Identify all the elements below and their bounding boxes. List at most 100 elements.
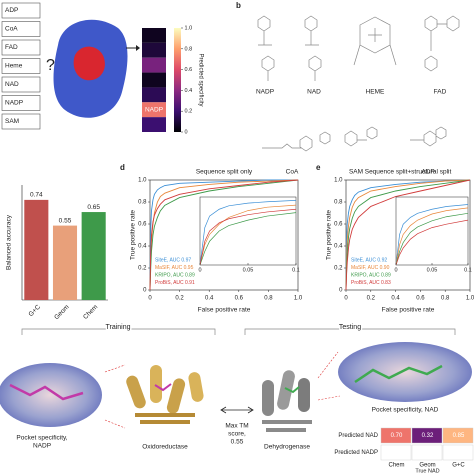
molecule-label: SAM [349, 169, 363, 176]
ligand-box [1, 39, 41, 56]
y-tick-label: 0.8 [334, 200, 343, 206]
legend-entry: MaSIF, AUC 0.90 [351, 265, 390, 271]
y-tick-label: 0.4 [138, 244, 147, 250]
row-label: Predicted NADP [334, 450, 378, 456]
heatmap-cell [142, 72, 166, 88]
x-tick-label: 0.2 [367, 296, 376, 302]
x-tick-label: 1.0 [466, 296, 474, 302]
plot-frame [149, 179, 299, 291]
x-tick-label: 0.4 [391, 296, 400, 302]
plot-frame [345, 179, 471, 291]
x-tick-label: 0.8 [264, 296, 273, 302]
roc-line [345, 179, 471, 291]
panel-label: d [120, 163, 125, 172]
roc-line [149, 179, 299, 291]
ligand-label: NAD [5, 81, 19, 88]
value-label: 0.55 [59, 217, 72, 224]
roc-line [345, 179, 471, 291]
table-cell [411, 444, 443, 461]
molecule-label: HEME [366, 89, 385, 96]
molecule-label: ADP [421, 169, 434, 176]
molecule-drawings [257, 15, 460, 152]
x-tick-label: Chem [82, 304, 99, 321]
y-axis-label: Balanced accuracy [6, 214, 13, 270]
heatmap-cell [142, 28, 166, 43]
inset-frame [395, 196, 469, 266]
heatmap-cell [142, 102, 166, 118]
legend-entry: SiteE, AUC 0.97 [155, 257, 191, 263]
y-tick-label: 1.0 [334, 178, 343, 184]
molecule-label: CoA [286, 169, 299, 176]
protein-name: Oxidoreductase [142, 444, 188, 451]
bar [81, 212, 106, 300]
heatmap-cell [142, 42, 166, 58]
table-cell [442, 427, 474, 444]
panel-a: ? Predicted specificity [46, 19, 203, 132]
y-tick-label: 1.0 [138, 178, 147, 184]
y-axis-label: True positive rate [130, 210, 137, 260]
colorbar-tick-label: 0.4 [185, 88, 193, 94]
inset-roc-line [200, 208, 296, 265]
x-tick-label: 0.6 [416, 296, 425, 302]
panel-label: b [236, 1, 241, 10]
zoom-lines [104, 364, 126, 429]
ligand [9, 383, 84, 401]
heatmap-cell [142, 117, 166, 132]
link-arrow-heads [220, 406, 254, 414]
caption: Pocket specificity, NAD [372, 407, 439, 414]
x-tick-label: 0.6 [235, 296, 244, 302]
x-tick-label: Geom [53, 304, 70, 321]
inset-x-tick-label: 0.1 [292, 267, 300, 273]
protein-cartoon [126, 365, 204, 424]
column-label: Chem [388, 463, 404, 469]
molecule-label: FAD [434, 89, 447, 96]
x-tick-label: G+C [27, 303, 42, 318]
roc-line [345, 179, 471, 291]
y-tick-label: 0 [143, 288, 147, 294]
link-label: 0.55 [231, 439, 244, 446]
inset-x-tick-label: 0 [198, 267, 201, 273]
value-label: 0.74 [30, 192, 43, 199]
molecule-label: NADP [256, 89, 274, 96]
inset-x-tick-label: 0.05 [427, 267, 438, 273]
y-tick-label: 0.8 [138, 200, 147, 206]
panel-label: e [316, 163, 321, 172]
x-tick-label: 0.8 [441, 296, 450, 302]
protein-cartoon [262, 370, 312, 432]
pocket-surface [338, 342, 472, 402]
roc-line [345, 179, 471, 291]
inset-x-tick-label: 0.1 [464, 267, 472, 273]
cell-label: 0.32 [422, 433, 434, 439]
heatmap-label: NADP [145, 106, 163, 113]
x-tick-label: 0.4 [205, 296, 214, 302]
section-label: Testing [339, 324, 361, 331]
arrow-head [136, 45, 140, 51]
colorbar [174, 28, 181, 132]
ligand-box [1, 58, 41, 74]
ligand-box [1, 21, 41, 37]
x-axis-label: False positive rate [198, 307, 251, 314]
legend-entry: SiteE, AUC 0.92 [351, 257, 387, 263]
legend-entry: KRIPO, AUC 0.89 [155, 272, 195, 278]
legend-entry: ProBiS, AUC 0.83 [351, 280, 391, 286]
x-tick-label: 0.2 [175, 296, 184, 302]
chart-title: Sequence split+structural split [365, 169, 452, 176]
colorbar-label: Predicted specificity [197, 53, 203, 106]
column-label: Geom [419, 463, 435, 469]
question-mark: ? [46, 57, 55, 74]
y-tick-label: 0.2 [334, 266, 343, 272]
colorbar-tick-label: 0 [185, 129, 188, 135]
y-tick-label: 0.6 [138, 222, 147, 228]
heatmap-cell [142, 87, 166, 103]
bar [24, 199, 49, 300]
x-axis-label: False positive rate [382, 307, 435, 314]
link-label: Max TM [225, 423, 248, 430]
chart-title: Sequence split only [196, 169, 253, 176]
inset-lines [200, 200, 296, 265]
caption: Pocket specificity, [16, 435, 67, 442]
colorbar-tick-label: 1.0 [185, 25, 193, 31]
panel-b: b [236, 1, 460, 152]
inset-roc-line [396, 207, 468, 265]
table-cell [380, 427, 412, 444]
